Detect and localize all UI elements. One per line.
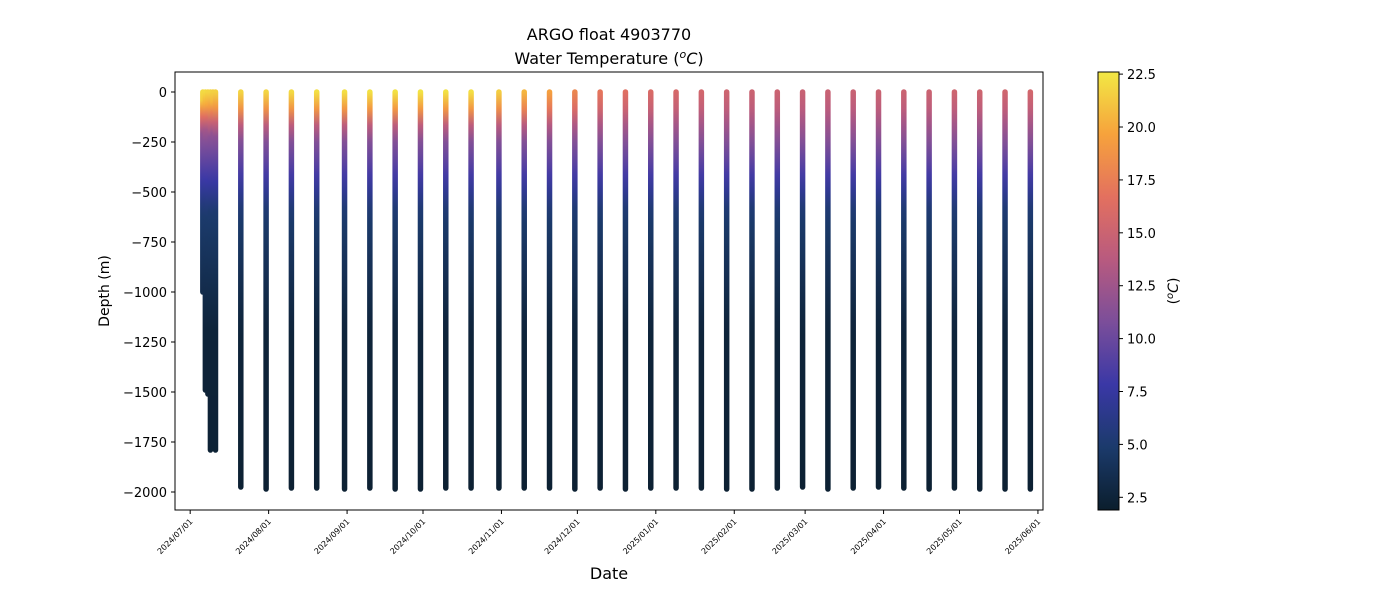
y-axis-label: Depth (m)	[97, 255, 113, 327]
cbar-label-c: C	[1166, 283, 1182, 293]
x-axis-ticks: 2024/07/01 2024/08/01 2024/09/01 2024/10/01…	[156, 510, 1042, 556]
title-text: Water Temperature (	[514, 49, 679, 68]
x-tick-label: 2024/09/01	[313, 517, 352, 556]
x-tick-label: 2024/07/01	[156, 517, 195, 556]
colorbar-tick-label: 7.5	[1127, 386, 1148, 401]
cbar-label-open: (	[1166, 299, 1182, 304]
colorbar-tick-label: 5.0	[1127, 438, 1148, 453]
title-unit-sup: o	[679, 48, 686, 61]
colorbar	[1097, 71, 1120, 511]
colorbar-tick-label: 12.5	[1127, 280, 1156, 295]
chart-title-line1: ARGO float 4903770	[527, 25, 691, 44]
colorbar-label: (oC)	[1165, 278, 1182, 305]
y-tick-label: −1000	[123, 286, 167, 301]
x-tick-label: 2025/06/01	[1003, 517, 1042, 556]
x-tick-label: 2025/04/01	[849, 517, 888, 556]
cbar-label-sup: o	[1165, 293, 1176, 299]
cbar-label-close: )	[1166, 278, 1182, 283]
x-tick-label: 2024/08/01	[234, 517, 273, 556]
colorbar-tick-label: 10.0	[1127, 333, 1156, 348]
x-tick-label: 2025/05/01	[925, 517, 964, 556]
y-tick-label: 0	[159, 86, 167, 101]
title-unit-c: C	[686, 49, 698, 68]
colorbar-tick-label: 15.0	[1127, 227, 1156, 242]
y-tick-label: −2000	[123, 486, 167, 501]
title-close: )	[697, 49, 703, 68]
axes-frame	[174, 71, 1044, 511]
x-tick-label: 2025/02/01	[700, 517, 739, 556]
x-tick-label: 2024/12/01	[543, 517, 582, 556]
y-tick-label: −250	[131, 136, 167, 151]
x-tick-label: 2024/10/01	[388, 517, 427, 556]
colorbar-ticks: 2.5 5.0 7.5 10.0 12.5 15.0 17.5 20.0 22.5	[1119, 68, 1156, 506]
chart-title-line2: Water Temperature (oC)	[514, 48, 703, 68]
y-tick-label: −1250	[123, 336, 167, 351]
x-tick-label: 2025/01/01	[621, 517, 660, 556]
colorbar-tick-label: 20.0	[1127, 121, 1156, 136]
y-tick-label: −750	[131, 236, 167, 251]
y-tick-label: −1500	[123, 386, 167, 401]
x-axis-label: Date	[590, 564, 628, 583]
colorbar-tick-label: 2.5	[1127, 491, 1148, 506]
plot-data	[200, 89, 1034, 492]
colorbar-tick-label: 22.5	[1127, 68, 1156, 83]
y-tick-label: −500	[131, 186, 167, 201]
x-tick-label: 2025/03/01	[771, 517, 810, 556]
y-tick-label: −1750	[123, 436, 167, 451]
x-tick-label: 2024/11/01	[467, 517, 506, 556]
colorbar-tick-label: 17.5	[1127, 174, 1156, 189]
y-axis-ticks: 0 −250 −500 −750 −1000 −1250 −1500 −1750 −2000	[123, 86, 175, 501]
